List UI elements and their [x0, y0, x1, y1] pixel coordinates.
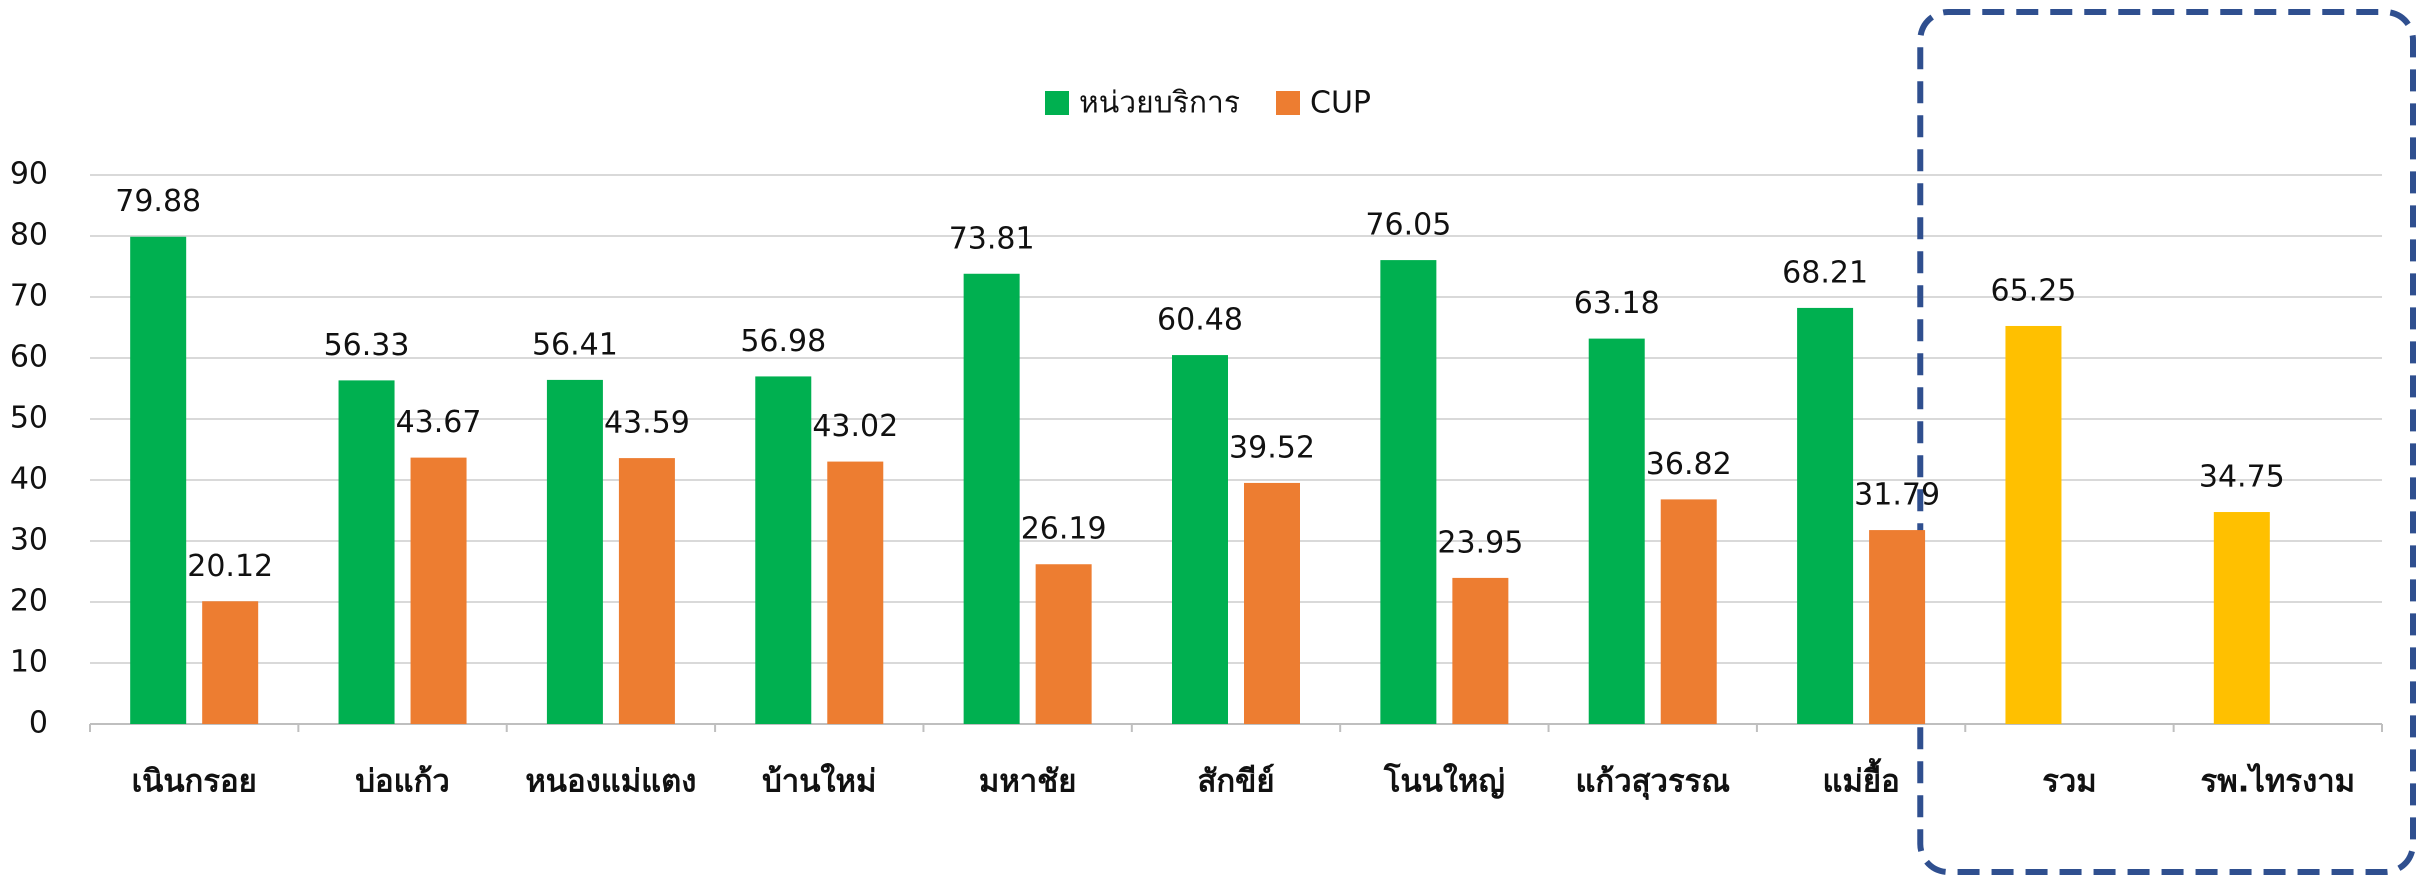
- data-label: 56.33: [324, 328, 410, 363]
- y-tick-label: 50: [10, 401, 48, 436]
- bar: [1588, 338, 1645, 724]
- data-label: 31.79: [1854, 478, 1940, 513]
- x-tick-label: บ้านใหม่: [762, 763, 876, 800]
- y-tick-label: 30: [10, 523, 48, 558]
- data-label: 36.82: [1646, 447, 1732, 482]
- data-label: 43.59: [604, 406, 690, 441]
- bar: [338, 380, 395, 724]
- bar: [546, 379, 603, 724]
- bar: [618, 458, 675, 724]
- bar: [1797, 307, 1854, 724]
- x-tick-label: หนองแม่แตง: [525, 764, 696, 800]
- highlight-box: [1917, 9, 2416, 875]
- data-label: 60.48: [1157, 303, 1243, 338]
- data-label: 68.21: [1782, 255, 1868, 290]
- data-label: 65.25: [1991, 273, 2077, 308]
- data-label: 39.52: [1229, 430, 1315, 465]
- data-label: 43.67: [396, 405, 482, 440]
- y-tick-label: 60: [10, 340, 48, 375]
- data-label: 73.81: [949, 221, 1035, 256]
- x-tick-label: รวม: [2042, 764, 2097, 800]
- data-label: 79.88: [115, 184, 201, 219]
- bar: [755, 376, 812, 724]
- bar: [1244, 482, 1300, 724]
- data-label: 43.02: [812, 409, 898, 444]
- x-tick-label: แม่ยื้อ: [1822, 758, 1899, 800]
- x-tick-label: โนนใหญ่: [1383, 763, 1505, 800]
- x-tick-label: บ่อแก้ว: [355, 764, 449, 800]
- bar: [410, 457, 467, 724]
- x-tick-label: สักขีย์: [1197, 764, 1274, 800]
- data-label: 56.41: [532, 327, 618, 362]
- data-label: 20.12: [187, 549, 273, 584]
- bar: [827, 461, 884, 724]
- y-tick-label: 90: [10, 157, 48, 192]
- y-tick-label: 40: [10, 462, 48, 497]
- data-label: 23.95: [1437, 525, 1523, 560]
- legend-swatch: [1276, 91, 1300, 115]
- data-label: 76.05: [1365, 208, 1451, 243]
- x-tick-label: เนินกรอย: [132, 764, 257, 800]
- legend-swatch: [1045, 91, 1069, 115]
- bar: [1452, 577, 1509, 724]
- bar: [2213, 512, 2270, 724]
- y-tick-label: 10: [10, 645, 48, 680]
- legend-label: CUP: [1310, 86, 1371, 121]
- bar: [1172, 355, 1228, 724]
- data-label: 34.75: [2199, 460, 2285, 495]
- y-tick-label: 0: [29, 706, 48, 741]
- legend-label: หน่วยบริการ: [1079, 86, 1240, 121]
- bar: [2005, 325, 2062, 724]
- x-tick-label: มหาชัย: [979, 764, 1076, 800]
- data-label: 56.98: [740, 324, 826, 359]
- bar: [963, 273, 1020, 724]
- y-tick-label: 20: [10, 584, 48, 619]
- y-tick-label: 80: [10, 218, 48, 253]
- x-tick-label: แก้วสุวรรณ: [1575, 764, 1730, 801]
- bar: [202, 601, 259, 724]
- bar: [1660, 499, 1717, 724]
- bar: [130, 236, 187, 724]
- bar: [1035, 564, 1092, 724]
- bar: [1869, 530, 1926, 724]
- data-label: 26.19: [1021, 512, 1107, 547]
- data-label: 63.18: [1574, 286, 1660, 321]
- y-tick-label: 70: [10, 279, 48, 314]
- bar: [1380, 260, 1437, 724]
- x-tick-label: รพ.ไทรงาม: [2201, 763, 2356, 800]
